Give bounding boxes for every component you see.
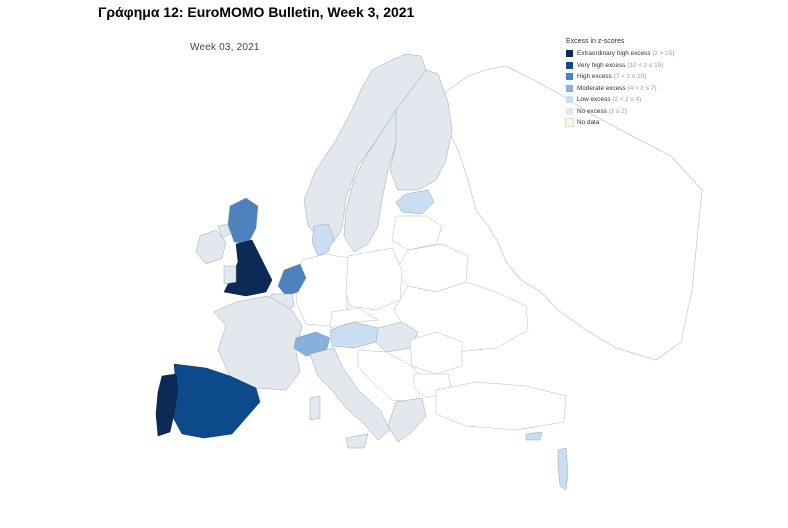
legend-range: (4 < z ≤ 7) bbox=[627, 84, 657, 92]
legend-swatch bbox=[566, 107, 573, 115]
region-sardinia[interactable] bbox=[309, 395, 321, 421]
region-turkey[interactable] bbox=[435, 381, 567, 431]
legend-item: Low excess (2 < z ≤ 4) bbox=[566, 94, 716, 106]
region-norway[interactable] bbox=[303, 53, 427, 243]
legend-swatch bbox=[566, 73, 573, 81]
region-poland[interactable] bbox=[341, 247, 403, 311]
legend-range: (10 < z ≤ 15) bbox=[627, 61, 664, 69]
legend-swatch bbox=[566, 96, 573, 104]
legend-range: (7 < z ≤ 10) bbox=[613, 73, 647, 81]
region-finland[interactable] bbox=[389, 69, 453, 191]
legend-range: (2 < z ≤ 4) bbox=[612, 96, 642, 104]
legend-swatch bbox=[566, 50, 573, 58]
region-greece[interactable] bbox=[387, 397, 427, 443]
europe-map bbox=[155, 53, 703, 491]
legend-item: Very high excess (10 < z ≤ 15) bbox=[566, 60, 716, 72]
region-ireland[interactable] bbox=[195, 229, 227, 265]
legend-item: Moderate excess (4 < z ≤ 7) bbox=[566, 83, 716, 95]
legend-range: (z ≤ 2) bbox=[608, 107, 627, 115]
legend-label: Low excess bbox=[577, 96, 611, 104]
region-northern-ireland[interactable] bbox=[217, 223, 231, 239]
region-netherlands[interactable] bbox=[277, 263, 307, 297]
region-france[interactable] bbox=[213, 295, 303, 391]
legend-range: (z > 15) bbox=[652, 50, 675, 58]
region-estonia[interactable] bbox=[395, 189, 435, 215]
legend-swatch bbox=[566, 61, 573, 69]
legend-label: No data bbox=[577, 119, 600, 127]
legend-swatch bbox=[566, 84, 573, 92]
week-label: Week 03, 2021 bbox=[190, 42, 260, 53]
legend-item: No excess (z ≤ 2) bbox=[566, 106, 716, 118]
legend-item: High excess (7 < z ≤ 10) bbox=[566, 71, 716, 83]
region-russia[interactable] bbox=[433, 65, 703, 361]
region-czechia[interactable] bbox=[329, 307, 379, 329]
legend-swatch bbox=[565, 118, 574, 128]
region-portugal[interactable] bbox=[155, 373, 179, 437]
region-scotland[interactable] bbox=[227, 197, 259, 245]
legend-item: Extraordinary high excess (z > 15) bbox=[566, 48, 716, 60]
region-denmark[interactable] bbox=[311, 223, 335, 257]
region-wales[interactable] bbox=[223, 265, 237, 285]
legend-item: No data bbox=[565, 117, 716, 129]
figure-title: Γράφημα 12: EuroMOMO Bulletin, Week 3, 2… bbox=[98, 4, 415, 20]
legend-label: High excess bbox=[577, 73, 612, 81]
region-israel[interactable] bbox=[557, 447, 569, 491]
map-panel: Week 03, 2021 Excess in z-scores Extraor… bbox=[96, 30, 716, 500]
legend-label: No excess bbox=[577, 107, 607, 115]
legend-label: Very high excess bbox=[577, 61, 626, 69]
region-sicily[interactable] bbox=[345, 433, 369, 449]
region-cyprus[interactable] bbox=[525, 431, 543, 441]
legend-title: Excess in z-scores bbox=[566, 38, 625, 45]
map-legend: Excess in z-scores Extraordinary high ex… bbox=[565, 38, 716, 129]
region-baltics[interactable] bbox=[391, 215, 443, 251]
legend-label: Moderate excess bbox=[577, 84, 626, 92]
legend-label: Extraordinary high excess bbox=[577, 50, 651, 58]
region-hungary[interactable] bbox=[375, 321, 419, 353]
region-italy[interactable] bbox=[309, 347, 391, 441]
